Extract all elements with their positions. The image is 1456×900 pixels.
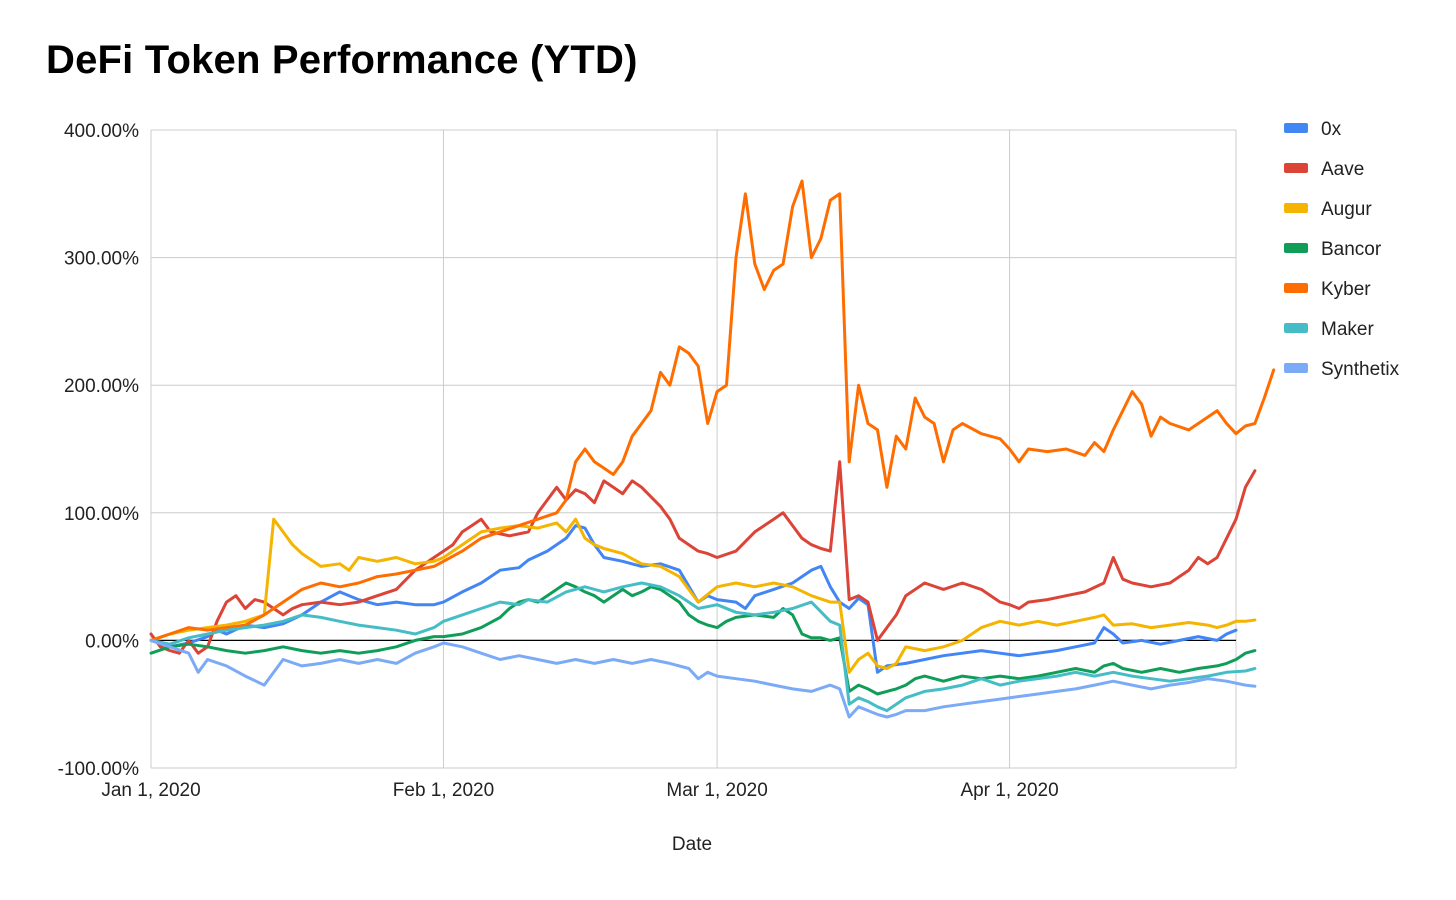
series-line-kyber <box>149 179 1276 642</box>
x-tick-label: Feb 1, 2020 <box>393 780 494 801</box>
legend-label-0x: 0x <box>1321 119 1342 140</box>
y-tick-label: 300.00% <box>64 249 139 270</box>
series-line-bancor <box>149 581 1257 696</box>
series-line-augur <box>149 517 1257 674</box>
series-line-synthetix <box>149 638 1257 719</box>
legend: 0x Aave Augur Bancor Kyber Maker Synthetix <box>1284 119 1400 380</box>
series-line-aave <box>149 460 1257 655</box>
legend-label-kyber: Kyber <box>1321 279 1371 300</box>
series-line-maker <box>149 581 1257 713</box>
y-tick-label: -100.00% <box>58 759 139 780</box>
series-line-0x <box>149 524 1238 674</box>
legend-label-augur: Augur <box>1321 199 1372 220</box>
legend-swatch-0x <box>1284 123 1308 133</box>
legend-label-bancor: Bancor <box>1321 239 1382 260</box>
series-lines <box>149 179 1276 719</box>
y-tick-label: 0.00% <box>85 631 139 652</box>
grid-lines <box>150 129 1237 769</box>
x-tick-label: Mar 1, 2020 <box>666 780 767 801</box>
legend-swatch-synthetix <box>1284 363 1308 373</box>
legend-swatch-bancor <box>1284 243 1308 253</box>
legend-swatch-maker <box>1284 323 1308 333</box>
x-axis-title: Date <box>672 834 712 855</box>
y-tick-label: 400.00% <box>64 121 139 142</box>
legend-swatch-augur <box>1284 203 1308 213</box>
y-tick-label: 200.00% <box>64 376 139 397</box>
x-tick-label: Apr 1, 2020 <box>960 780 1058 801</box>
x-tick-label: Jan 1, 2020 <box>101 780 200 801</box>
legend-swatch-kyber <box>1284 283 1308 293</box>
chart-title: DeFi Token Performance (YTD) <box>46 38 638 82</box>
axes: 400.00% 300.00% 200.00% 100.00% 0.00% -100.00… <box>58 121 1236 801</box>
legend-label-maker: Maker <box>1321 319 1374 340</box>
legend-label-synthetix: Synthetix <box>1321 359 1400 380</box>
legend-swatch-aave <box>1284 163 1308 173</box>
legend-label-aave: Aave <box>1321 159 1364 180</box>
y-tick-label: 100.00% <box>64 504 139 525</box>
